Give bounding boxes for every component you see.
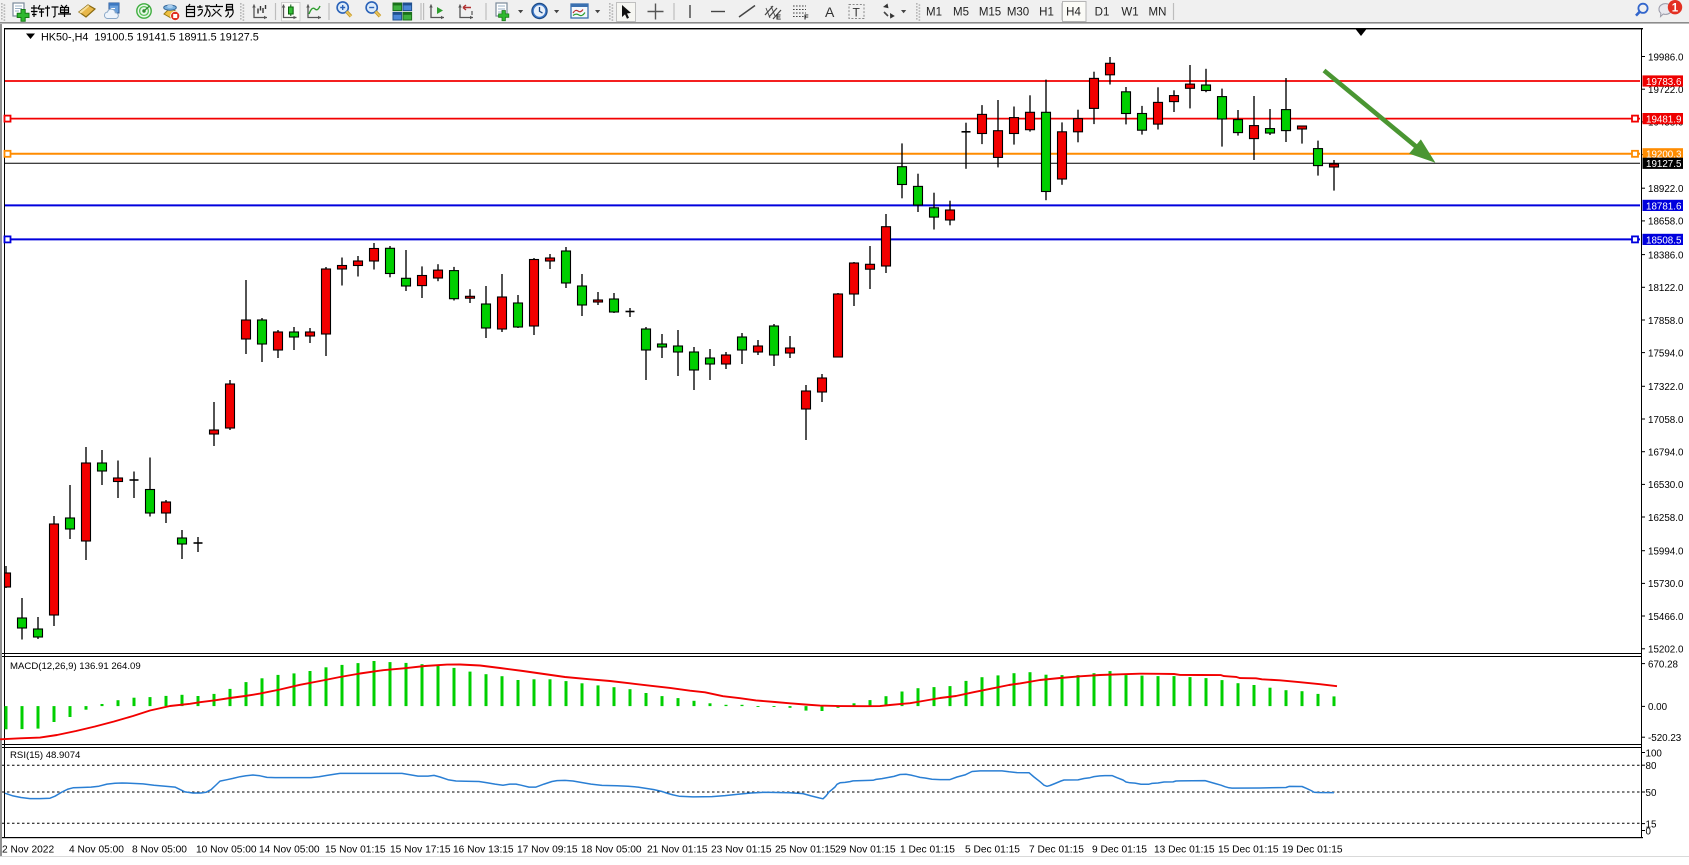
svg-text:23 Nov 01:15: 23 Nov 01:15 [711, 845, 772, 856]
svg-text:M5: M5 [953, 7, 969, 19]
svg-text:1 Dec 01:15: 1 Dec 01:15 [900, 845, 955, 856]
svg-text:18386.0: 18386.0 [1648, 250, 1684, 261]
svg-text:15 Nov 17:15: 15 Nov 17:15 [390, 845, 451, 856]
svg-text:D1: D1 [1095, 7, 1110, 19]
svg-text:RSI(15) 48.9074: RSI(15) 48.9074 [10, 750, 81, 761]
svg-text:29 Nov 01:15: 29 Nov 01:15 [835, 845, 896, 856]
svg-text:2 Nov 2022: 2 Nov 2022 [2, 845, 54, 856]
svg-text:15466.0: 15466.0 [1648, 612, 1684, 623]
svg-text:19 Dec 01:15: 19 Dec 01:15 [1282, 845, 1343, 856]
svg-text:15994.0: 15994.0 [1648, 547, 1684, 558]
svg-text:14 Nov 05:00: 14 Nov 05:00 [259, 845, 320, 856]
svg-text:15202.0: 15202.0 [1648, 645, 1684, 656]
svg-text:A: A [825, 4, 835, 20]
svg-text:17858.0: 17858.0 [1648, 316, 1684, 327]
svg-text:M30: M30 [1007, 7, 1029, 19]
svg-text:18781.6: 18781.6 [1646, 201, 1682, 212]
svg-text:17594.0: 17594.0 [1648, 348, 1684, 359]
svg-text:M15: M15 [979, 7, 1001, 19]
svg-text:M1: M1 [926, 7, 942, 19]
svg-text:25 Nov 01:15: 25 Nov 01:15 [775, 845, 836, 856]
svg-text:21 Nov 01:15: 21 Nov 01:15 [647, 845, 708, 856]
svg-text:16258.0: 16258.0 [1648, 513, 1684, 524]
svg-text:5 Dec 01:15: 5 Dec 01:15 [965, 845, 1020, 856]
svg-text:670.28: 670.28 [1648, 659, 1679, 670]
svg-text:15: 15 [1646, 819, 1657, 830]
svg-text:17322.0: 17322.0 [1648, 382, 1684, 393]
svg-text:19481.9: 19481.9 [1646, 115, 1681, 126]
svg-text:0: 0 [1646, 826, 1652, 837]
svg-text:8 Nov 05:00: 8 Nov 05:00 [132, 845, 187, 856]
svg-text:MN: MN [1149, 7, 1167, 19]
svg-text:18 Nov 05:00: 18 Nov 05:00 [581, 845, 642, 856]
svg-text:7 Dec 01:15: 7 Dec 01:15 [1029, 845, 1084, 856]
svg-text:19783.6: 19783.6 [1646, 77, 1682, 88]
svg-text:18122.0: 18122.0 [1648, 283, 1684, 294]
svg-text:T: T [853, 6, 861, 20]
svg-text:15 Nov 01:15: 15 Nov 01:15 [325, 845, 386, 856]
svg-text:15 Dec 01:15: 15 Dec 01:15 [1218, 845, 1279, 856]
svg-text:100: 100 [1646, 748, 1663, 759]
svg-text:17058.0: 17058.0 [1648, 415, 1684, 426]
svg-text:4 Nov 05:00: 4 Nov 05:00 [69, 845, 124, 856]
svg-text:80: 80 [1646, 761, 1657, 772]
svg-text:18922.0: 18922.0 [1648, 184, 1684, 195]
svg-text:15730.0: 15730.0 [1648, 579, 1684, 590]
svg-text:19200.3: 19200.3 [1646, 150, 1682, 161]
svg-text:H4: H4 [1066, 7, 1081, 19]
svg-text:HK50-,H4 19100.5 19141.5 1891: HK50-,H4 19100.5 19141.5 18911.5 19127.5 [41, 32, 259, 44]
svg-text:E: E [776, 13, 781, 22]
svg-text:18658.0: 18658.0 [1648, 217, 1684, 228]
svg-text:19127.5: 19127.5 [1646, 159, 1682, 170]
svg-text:13 Dec 01:15: 13 Dec 01:15 [1154, 845, 1215, 856]
svg-text:W1: W1 [1121, 7, 1138, 19]
svg-text:MACD(12,26,9) 136.91 264.09: MACD(12,26,9) 136.91 264.09 [10, 661, 141, 672]
svg-text:-520.23: -520.23 [1648, 733, 1682, 744]
svg-text:19722.0: 19722.0 [1648, 85, 1684, 96]
svg-text:10 Nov 05:00: 10 Nov 05:00 [196, 845, 257, 856]
svg-text:F: F [804, 13, 809, 22]
svg-text:1: 1 [1672, 2, 1679, 14]
svg-text:19986.0: 19986.0 [1648, 52, 1684, 63]
svg-text:9 Dec 01:15: 9 Dec 01:15 [1092, 845, 1147, 856]
svg-text:16794.0: 16794.0 [1648, 448, 1684, 459]
svg-text:17 Nov 09:15: 17 Nov 09:15 [517, 845, 578, 856]
svg-text:H1: H1 [1039, 7, 1054, 19]
svg-text:0.00: 0.00 [1648, 702, 1668, 713]
svg-text:50: 50 [1646, 788, 1657, 799]
svg-text:16530.0: 16530.0 [1648, 480, 1684, 491]
svg-text:16 Nov 13:15: 16 Nov 13:15 [453, 845, 514, 856]
svg-text:18508.5: 18508.5 [1646, 235, 1682, 246]
